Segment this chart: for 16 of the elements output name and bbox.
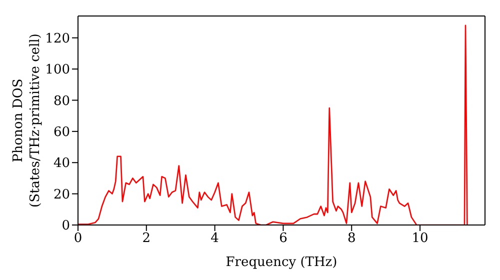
y-axis-title: Phonon DOS (States/THz·primitive cell) bbox=[11, 33, 43, 208]
x-tick-label: 6 bbox=[279, 231, 288, 246]
x-axis-title: Frequency (THz) bbox=[226, 255, 338, 270]
line-series bbox=[78, 24, 468, 225]
y-tick-label: 60 bbox=[53, 125, 70, 140]
y-tick-label: 80 bbox=[53, 94, 70, 109]
x-tick-label: 4 bbox=[210, 231, 219, 246]
x-tick-label: 0 bbox=[74, 231, 82, 246]
y-tick-label: 100 bbox=[45, 62, 70, 78]
y-tick-label: 120 bbox=[45, 31, 70, 46]
y-tick-label: 0 bbox=[62, 218, 70, 234]
x-tick-label: 10 bbox=[412, 231, 428, 246]
x-tick-label: 8 bbox=[347, 231, 356, 246]
x-tick-label: 2 bbox=[142, 231, 151, 246]
y-tick-label: 40 bbox=[53, 156, 70, 172]
y-tick-label: 20 bbox=[53, 187, 70, 202]
